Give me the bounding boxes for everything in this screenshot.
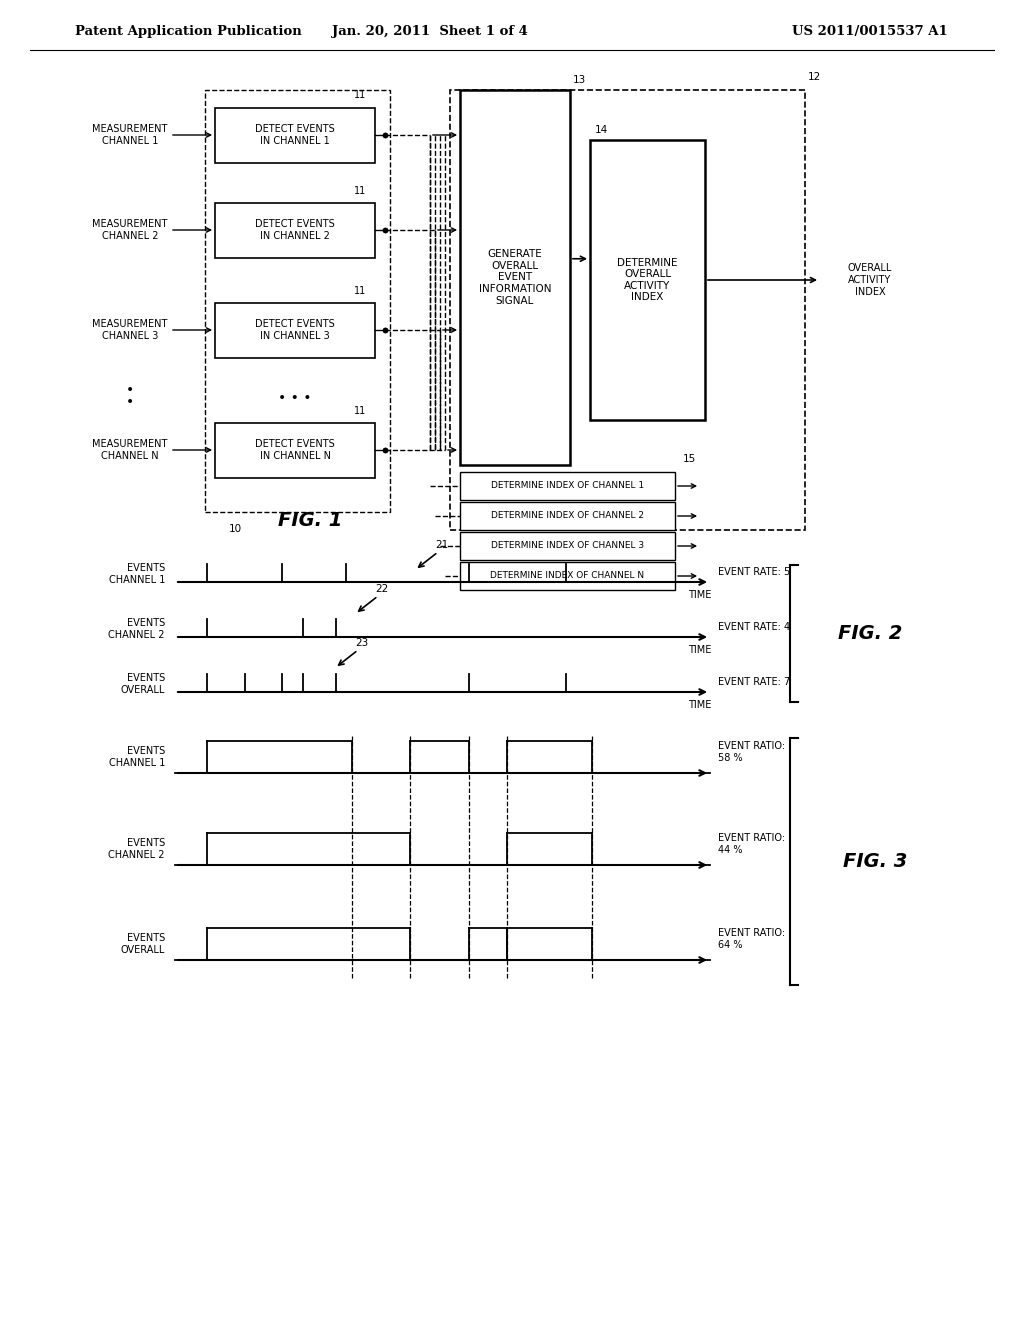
Text: 12: 12 <box>808 73 821 82</box>
Text: •: • <box>126 383 134 397</box>
Text: TIME: TIME <box>688 700 712 710</box>
Text: Patent Application Publication: Patent Application Publication <box>75 25 302 38</box>
Text: 21: 21 <box>435 540 449 550</box>
Text: EVENT RATE: 4: EVENT RATE: 4 <box>718 622 791 632</box>
Text: 23: 23 <box>355 638 369 648</box>
Text: EVENT RATIO:
64 %: EVENT RATIO: 64 % <box>718 928 785 950</box>
Text: 22: 22 <box>376 583 389 594</box>
Text: 11: 11 <box>354 91 367 100</box>
Text: EVENTS
OVERALL: EVENTS OVERALL <box>121 673 165 694</box>
Text: EVENT RATIO:
44 %: EVENT RATIO: 44 % <box>718 833 785 855</box>
Text: FIG. 3: FIG. 3 <box>843 851 907 871</box>
Text: EVENTS
OVERALL: EVENTS OVERALL <box>121 933 165 954</box>
Text: EVENTS
CHANNEL 1: EVENTS CHANNEL 1 <box>109 564 165 585</box>
Text: DETERMINE INDEX OF CHANNEL 2: DETERMINE INDEX OF CHANNEL 2 <box>490 511 644 520</box>
Text: 14: 14 <box>595 125 608 135</box>
Text: DETECT EVENTS
IN CHANNEL 3: DETECT EVENTS IN CHANNEL 3 <box>255 319 335 341</box>
Text: 10: 10 <box>228 524 242 535</box>
FancyBboxPatch shape <box>215 422 375 478</box>
FancyBboxPatch shape <box>460 90 570 465</box>
FancyBboxPatch shape <box>460 502 675 531</box>
FancyBboxPatch shape <box>215 202 375 257</box>
Text: DETERMINE INDEX OF CHANNEL 3: DETERMINE INDEX OF CHANNEL 3 <box>490 541 644 550</box>
FancyBboxPatch shape <box>460 473 675 500</box>
Text: DETERMINE INDEX OF CHANNEL N: DETERMINE INDEX OF CHANNEL N <box>490 572 644 581</box>
Text: OVERALL
ACTIVITY
INDEX: OVERALL ACTIVITY INDEX <box>848 264 892 297</box>
Text: EVENT RATE: 5: EVENT RATE: 5 <box>718 568 791 577</box>
FancyBboxPatch shape <box>460 532 675 560</box>
Text: 11: 11 <box>354 186 367 195</box>
Text: • • •: • • • <box>279 391 311 405</box>
Text: MEASUREMENT
CHANNEL N: MEASUREMENT CHANNEL N <box>92 440 168 461</box>
Text: DETERMINE INDEX OF CHANNEL 1: DETERMINE INDEX OF CHANNEL 1 <box>490 482 644 491</box>
Text: DETECT EVENTS
IN CHANNEL 2: DETECT EVENTS IN CHANNEL 2 <box>255 219 335 240</box>
FancyBboxPatch shape <box>460 562 675 590</box>
Text: DETERMINE
OVERALL
ACTIVITY
INDEX: DETERMINE OVERALL ACTIVITY INDEX <box>617 257 678 302</box>
FancyBboxPatch shape <box>205 90 390 512</box>
Text: EVENT RATIO:
58 %: EVENT RATIO: 58 % <box>718 742 785 763</box>
Text: FIG. 2: FIG. 2 <box>838 624 902 643</box>
Text: EVENTS
CHANNEL 1: EVENTS CHANNEL 1 <box>109 746 165 768</box>
Text: 15: 15 <box>683 454 696 465</box>
Text: EVENT RATE: 7: EVENT RATE: 7 <box>718 677 791 686</box>
Text: MEASUREMENT
CHANNEL 1: MEASUREMENT CHANNEL 1 <box>92 124 168 145</box>
Text: TIME: TIME <box>688 645 712 655</box>
Text: MEASUREMENT
CHANNEL 3: MEASUREMENT CHANNEL 3 <box>92 319 168 341</box>
Text: 13: 13 <box>573 75 587 84</box>
Text: FIG. 1: FIG. 1 <box>278 511 342 529</box>
Text: EVENTS
CHANNEL 2: EVENTS CHANNEL 2 <box>109 838 165 859</box>
Text: Jan. 20, 2011  Sheet 1 of 4: Jan. 20, 2011 Sheet 1 of 4 <box>332 25 528 38</box>
Text: 11: 11 <box>354 405 367 416</box>
FancyBboxPatch shape <box>450 90 805 531</box>
Text: DETECT EVENTS
IN CHANNEL N: DETECT EVENTS IN CHANNEL N <box>255 440 335 461</box>
FancyBboxPatch shape <box>215 302 375 358</box>
FancyBboxPatch shape <box>590 140 705 420</box>
Text: MEASUREMENT
CHANNEL 2: MEASUREMENT CHANNEL 2 <box>92 219 168 240</box>
Text: US 2011/0015537 A1: US 2011/0015537 A1 <box>793 25 948 38</box>
Text: 11: 11 <box>354 285 367 296</box>
Text: EVENTS
CHANNEL 2: EVENTS CHANNEL 2 <box>109 618 165 640</box>
Text: GENERATE
OVERALL
EVENT
INFORMATION
SIGNAL: GENERATE OVERALL EVENT INFORMATION SIGNA… <box>479 249 551 306</box>
Text: TIME: TIME <box>688 590 712 601</box>
Text: •: • <box>126 395 134 409</box>
FancyBboxPatch shape <box>215 107 375 162</box>
Text: DETECT EVENTS
IN CHANNEL 1: DETECT EVENTS IN CHANNEL 1 <box>255 124 335 145</box>
